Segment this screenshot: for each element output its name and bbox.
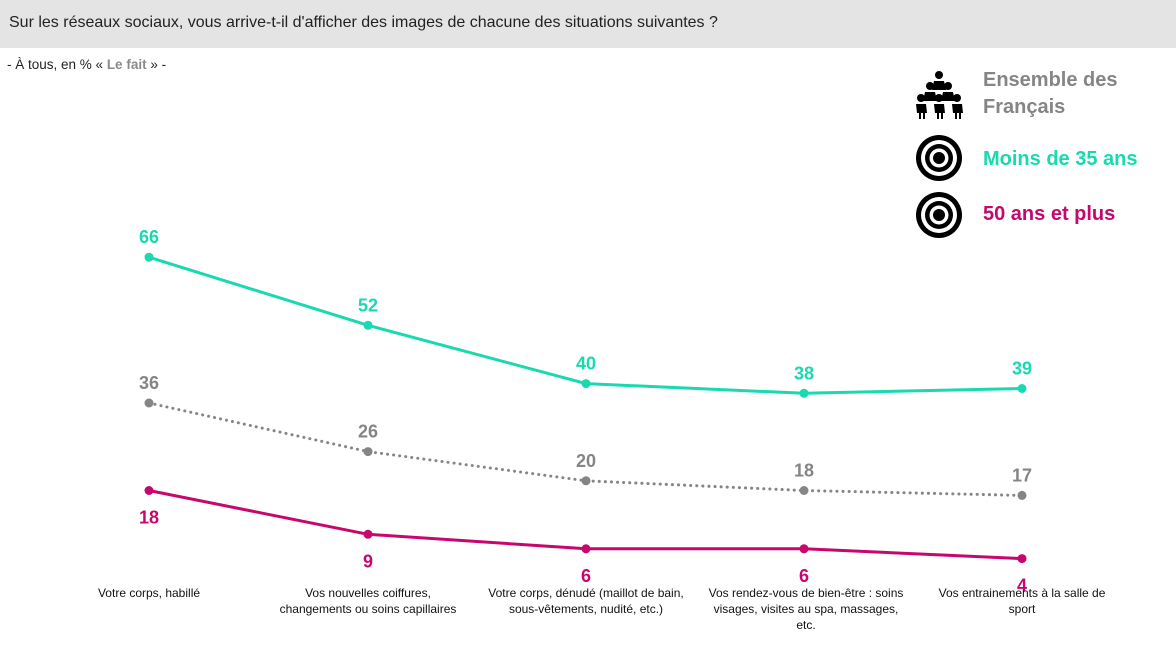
data-label-moins-35: 38 (794, 363, 814, 383)
category-label: visages, visites au spa, massages, (714, 602, 899, 616)
subtitle-prefix: - À tous, en % « (7, 57, 107, 72)
data-point-50-plus (799, 544, 809, 554)
subtitle-highlight: Le fait (106, 57, 147, 72)
data-label-ensemble: 36 (139, 373, 159, 393)
data-label-ensemble: 26 (358, 422, 378, 442)
category-label: Vos nouvelles coiffures, (305, 586, 431, 600)
data-label-moins-35: 66 (139, 227, 159, 247)
data-label-moins-35: 40 (576, 354, 596, 374)
data-label-ensemble: 20 (576, 451, 596, 471)
question-text: Sur les réseaux sociaux, vous arrive-t-i… (9, 14, 718, 31)
legend-label-ensemble-line2: Français (983, 96, 1066, 118)
data-point-ensemble (363, 447, 373, 457)
data-label-ensemble: 17 (1012, 465, 1032, 485)
data-point-moins-35 (581, 379, 591, 389)
data-point-moins-35 (799, 388, 809, 398)
category-label: Votre corps, dénudé (maillot de bain, (488, 586, 683, 600)
category-label: etc. (796, 618, 815, 632)
category-label: sous-vêtements, nudité, etc.) (509, 602, 663, 616)
data-label-50-plus: 6 (581, 566, 591, 586)
legend-label-50-plus: 50 ans et plus (983, 203, 1116, 225)
subtitle: - À tous, en % « Le fait » - (7, 57, 166, 72)
legend-label-ensemble-line1: Ensemble des (983, 69, 1118, 91)
data-label-ensemble: 18 (794, 461, 814, 481)
data-point-moins-35 (144, 252, 154, 262)
data-point-50-plus (144, 486, 154, 495)
category-label: sport (1009, 602, 1036, 616)
data-point-ensemble (799, 486, 809, 495)
data-point-moins-35 (1017, 384, 1027, 393)
data-label-50-plus: 4 (1017, 576, 1027, 596)
data-point-ensemble (144, 398, 154, 408)
data-label-50-plus: 6 (799, 566, 809, 586)
data-point-ensemble (1017, 490, 1027, 500)
target-icon (916, 135, 962, 181)
data-point-50-plus (581, 544, 591, 554)
subtitle-suffix: » - (146, 57, 167, 72)
data-point-50-plus (1017, 554, 1027, 564)
people-group-icon (916, 71, 963, 119)
data-point-50-plus (363, 529, 373, 539)
legend-label-moins-35: Moins de 35 ans (983, 148, 1138, 170)
category-label: Votre corps, habillé (98, 586, 200, 600)
category-label: Vos rendez-vous de bien-être : soins (709, 586, 904, 600)
data-label-moins-35: 39 (1012, 359, 1032, 379)
data-label-moins-35: 52 (358, 295, 378, 315)
category-label: Vos entrainements à la salle de (939, 586, 1106, 600)
question-bar: Sur les réseaux sociaux, vous arrive-t-i… (0, 0, 1176, 48)
data-label-50-plus: 18 (139, 508, 159, 528)
data-label-50-plus: 9 (363, 551, 373, 571)
legend-label-ensemble: Ensemble des Français (983, 67, 1118, 121)
data-point-moins-35 (363, 320, 373, 330)
data-point-ensemble (581, 476, 591, 486)
category-label: changements ou soins capillaires (280, 602, 457, 616)
target-icon (916, 192, 962, 238)
